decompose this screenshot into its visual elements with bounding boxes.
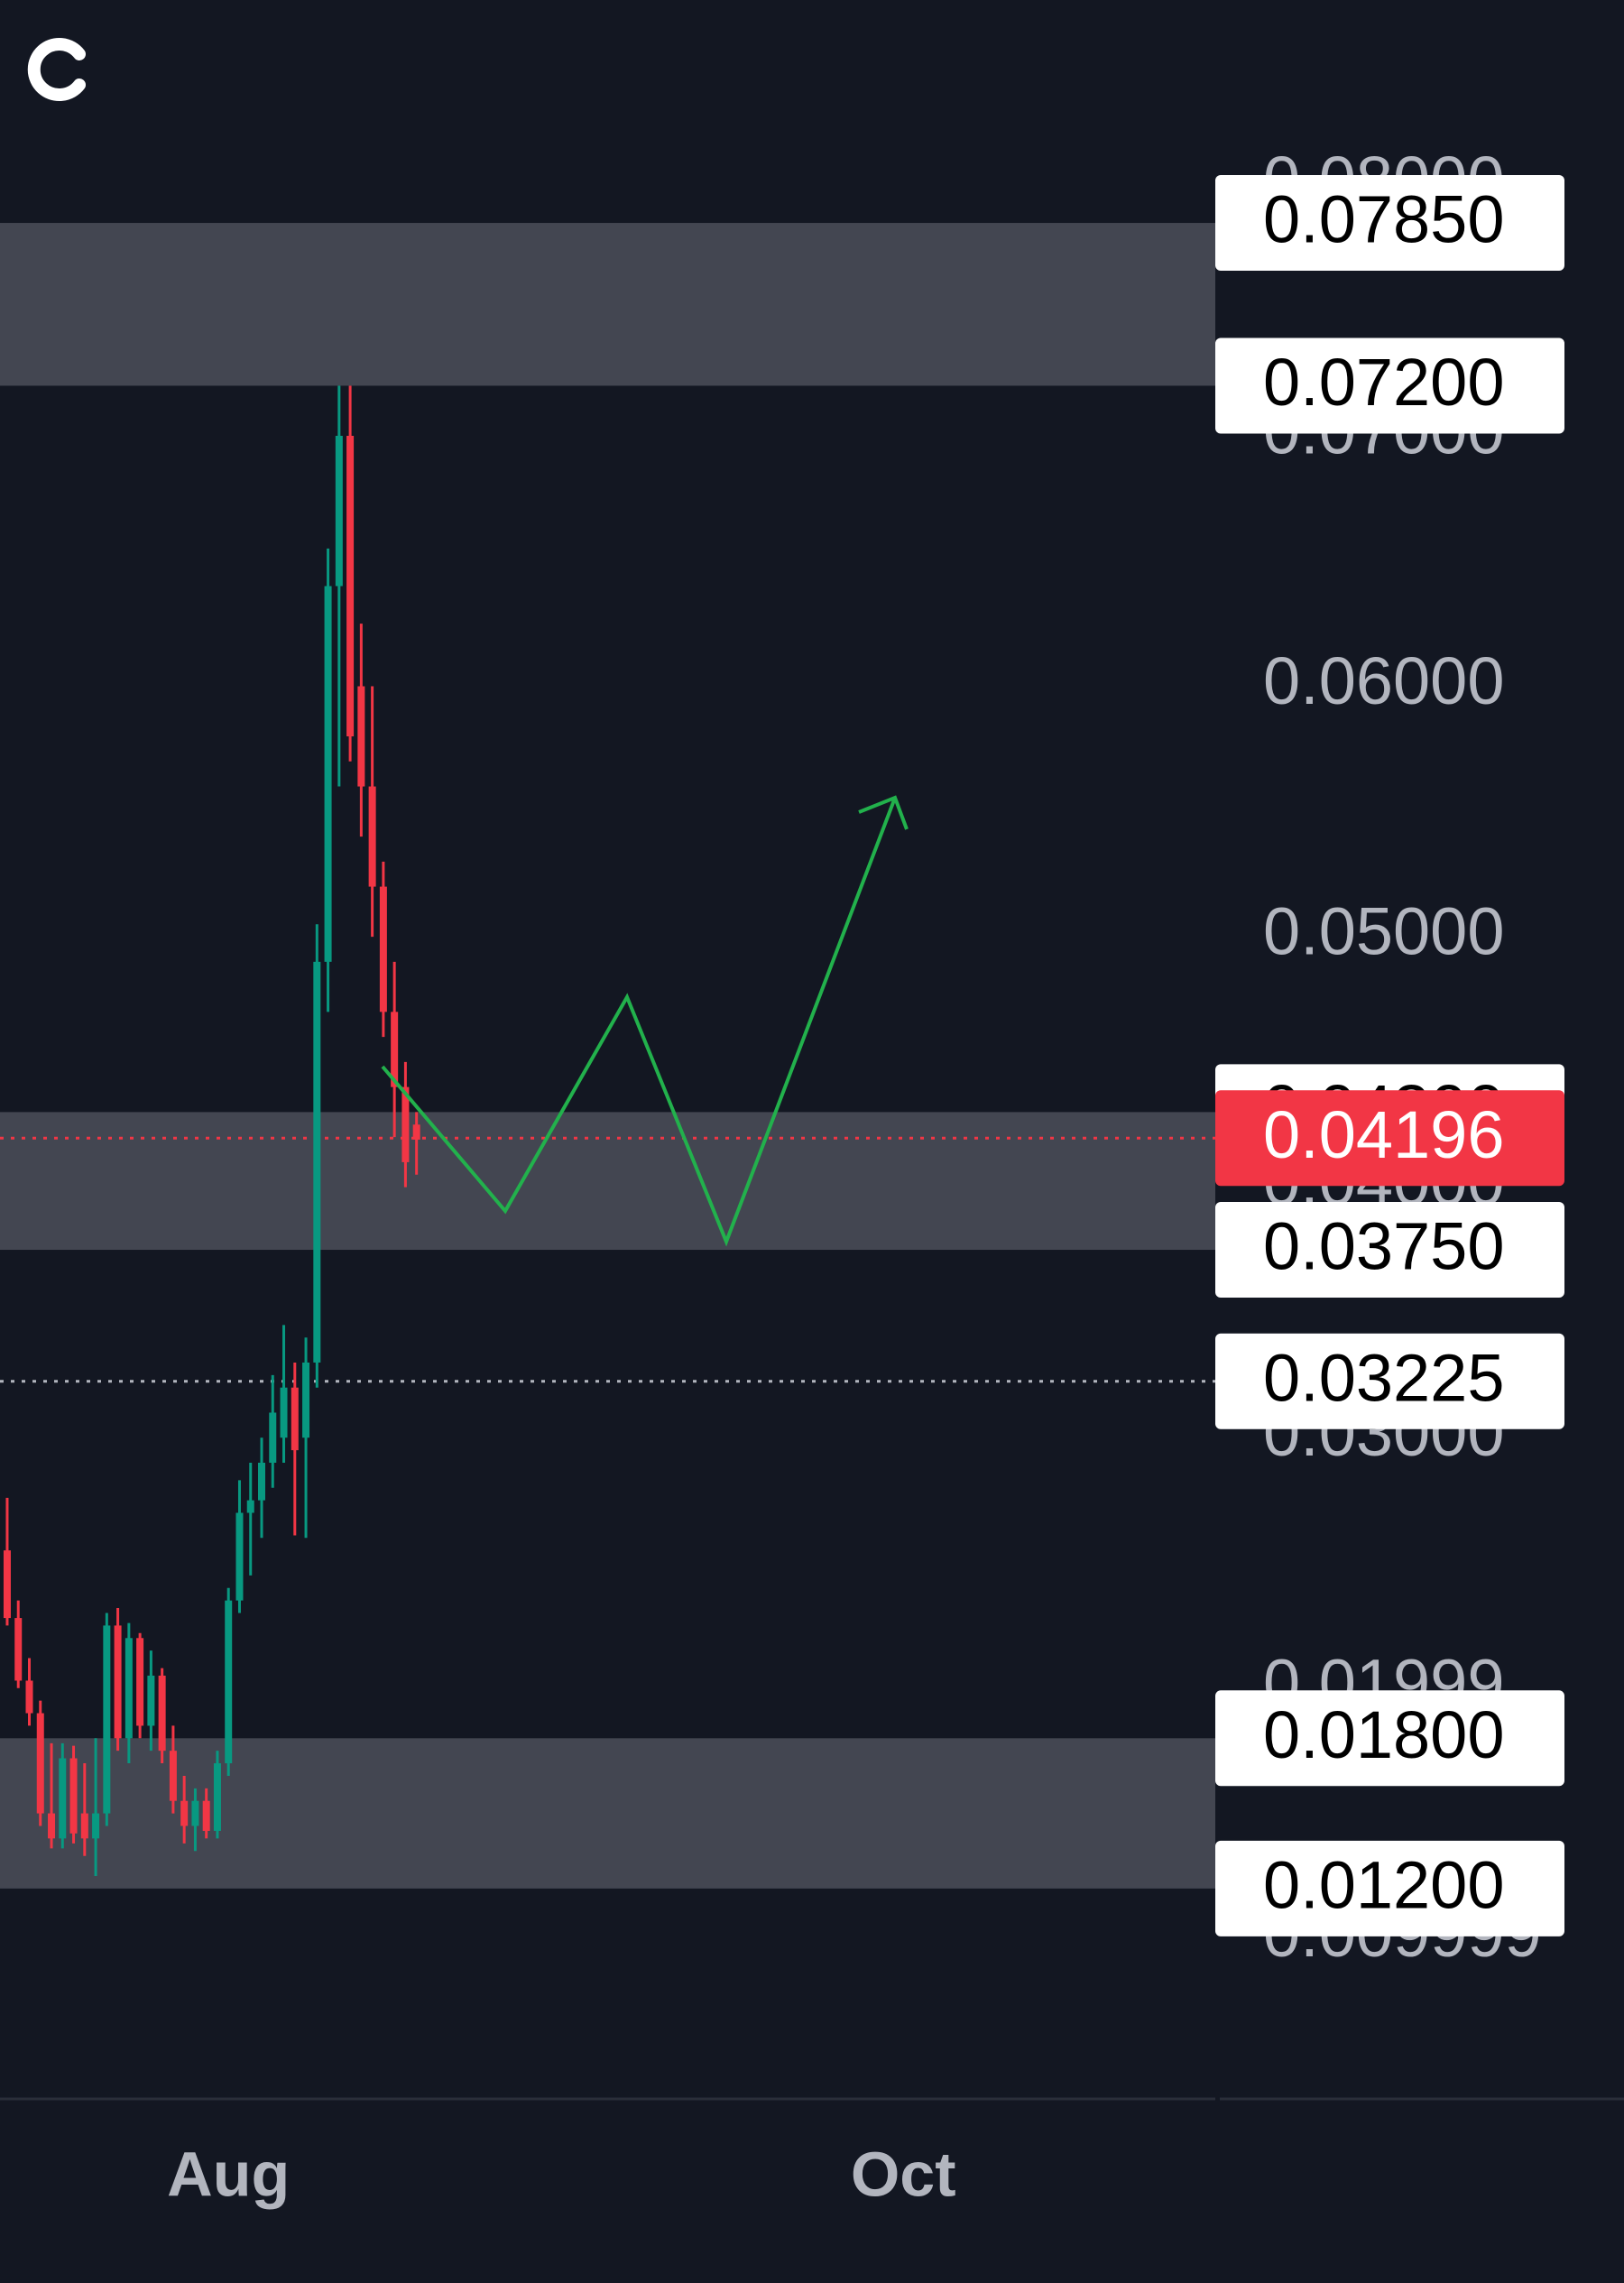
candle-body [136, 1638, 144, 1726]
candle-body [147, 1675, 155, 1726]
time-axis: Aug Oct [167, 2139, 955, 2209]
y-tick-label: 0.06000 [1263, 643, 1505, 718]
candle-body [280, 1387, 288, 1438]
candle-body [302, 1362, 310, 1438]
candle-body [169, 1751, 177, 1801]
x-tick-label: Aug [167, 2139, 290, 2209]
zone-level-box [1215, 175, 1564, 272]
candle-body [213, 1763, 221, 1832]
candle-body [48, 1813, 56, 1839]
candle-body [158, 1675, 166, 1752]
projection-arrow [381, 795, 909, 1247]
zone-level-box [1215, 337, 1564, 434]
price-zone [0, 223, 1215, 386]
candle-body [235, 1512, 244, 1601]
logo[interactable] [27, 38, 86, 101]
plot [0, 385, 1215, 1876]
x-tick-label: Oct [851, 2139, 956, 2209]
zone-level-label: 0.03750 [1263, 1209, 1505, 1284]
zone-level-label: 0.01200 [1263, 1847, 1505, 1922]
zone-level-box [1215, 1840, 1564, 1936]
candle-body [202, 1800, 210, 1832]
candle-body [346, 435, 355, 737]
price-zone [0, 1738, 1215, 1889]
zone-level-label: 0.01800 [1263, 1697, 1505, 1772]
price-zone [0, 1112, 1215, 1251]
candle-body [225, 1600, 233, 1764]
candle-body [258, 1462, 266, 1501]
candle-body [14, 1618, 23, 1681]
price-line-box [1215, 1333, 1564, 1429]
zones [0, 223, 1215, 1889]
candle-body [368, 786, 376, 887]
candle-body [125, 1638, 133, 1739]
candle-body [335, 435, 343, 587]
candle-body [313, 961, 321, 1363]
candle-body [401, 1086, 410, 1162]
candle-body [246, 1500, 254, 1513]
candle-body [357, 686, 365, 787]
candle-body [3, 1550, 11, 1619]
price-line-box [1215, 1090, 1564, 1187]
candle-body [391, 1012, 399, 1087]
price-axis: 0.080000.070000.060000.050000.040000.030… [1215, 143, 1564, 1971]
candle-body [412, 1124, 420, 1140]
zone-level-label: 0.07200 [1263, 345, 1505, 420]
candle-body [36, 1713, 44, 1814]
candle-body [69, 1758, 78, 1834]
zone-level-box [1215, 1690, 1564, 1787]
candle-body [291, 1387, 299, 1451]
zone-level-box [1215, 1202, 1564, 1299]
price-line-label: 0.04196 [1263, 1097, 1505, 1172]
candle-body [59, 1758, 67, 1839]
candle-body [103, 1625, 111, 1814]
candle-body [269, 1412, 277, 1463]
candle-body [180, 1800, 189, 1826]
zone-level-label: 0.07850 [1263, 182, 1505, 257]
price-line-label: 0.03225 [1263, 1340, 1505, 1415]
candle-body [114, 1625, 122, 1739]
candle-body [92, 1813, 100, 1839]
candle-body [191, 1800, 199, 1826]
candle-body [25, 1680, 33, 1714]
candle-body [324, 586, 332, 962]
candle-body [80, 1813, 88, 1839]
y-tick-label: 0.05000 [1263, 894, 1505, 969]
candle-body [379, 886, 387, 1012]
